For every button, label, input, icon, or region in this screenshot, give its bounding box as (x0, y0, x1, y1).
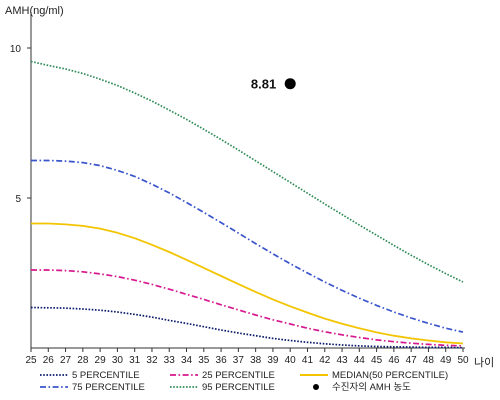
x-tick-label: 29 (95, 355, 107, 366)
x-tick-label: 40 (285, 355, 297, 366)
legend-label: MEDIAN(50 PERCENTILE) (332, 370, 448, 381)
x-tick-label: 38 (250, 355, 262, 366)
x-tick-label: 31 (129, 355, 141, 366)
axes: 5 10 25 26 27 28 29 30 31 32 33 34 35 36 37 38 39 40 41 42 4… (5, 5, 494, 369)
series-line-0 (30, 306, 464, 349)
x-axis-label: 나이 (474, 356, 494, 369)
x-tick-label: 34 (181, 355, 193, 366)
legend-label: 75 PERCENTILE (72, 382, 145, 393)
patient-amh-point (284, 78, 296, 90)
x-tick-label: 43 (336, 355, 348, 366)
legend: 5 PERCENTILE 25 PERCENTILE MEDIAN(50 PERCE… (40, 370, 448, 393)
x-tick-label: 47 (406, 355, 418, 366)
series-layer (30, 60, 464, 349)
point-layer: 8.81 (251, 77, 296, 92)
x-tick-label: 26 (43, 355, 55, 366)
x-tick-label: 50 (457, 355, 469, 366)
x-tick-label: 44 (354, 355, 366, 366)
legend-label: 5 PERCENTILE (72, 370, 140, 381)
y-axis-label: AMH(ng/ml) (5, 5, 64, 17)
patient-amh-label: 8.81 (251, 77, 276, 92)
legend-marker-point (313, 384, 319, 390)
x-tick-label: 49 (440, 355, 452, 366)
x-tick-label: 27 (60, 355, 72, 366)
x-tick-label: 37 (233, 355, 245, 366)
series-line-2 (31, 222, 464, 345)
y-tick-label: 10 (10, 44, 22, 55)
x-tick-label: 36 (216, 355, 228, 366)
series-line-1 (31, 269, 464, 347)
x-tick-label: 41 (302, 355, 314, 366)
series-line-3 (31, 159, 464, 333)
legend-label: 수진자의 AMH 농도 (332, 382, 411, 393)
series-line-4 (30, 60, 464, 283)
x-tick-label: 32 (146, 355, 158, 366)
x-tick-label: 48 (423, 355, 435, 366)
x-tick-label: 42 (319, 355, 331, 366)
x-tick-label: 28 (77, 355, 89, 366)
x-tick-label: 30 (112, 355, 124, 366)
x-tick-label: 35 (198, 355, 210, 366)
x-tick-label: 45 (371, 355, 383, 366)
x-tick-label: 33 (164, 355, 176, 366)
legend-label: 95 PERCENTILE (202, 382, 275, 393)
legend-label: 25 PERCENTILE (202, 370, 275, 381)
y-tick-label: 5 (15, 194, 21, 205)
x-tick-label: 39 (267, 355, 279, 366)
x-tick-label: 25 (25, 355, 37, 366)
x-tick-label: 46 (388, 355, 400, 366)
